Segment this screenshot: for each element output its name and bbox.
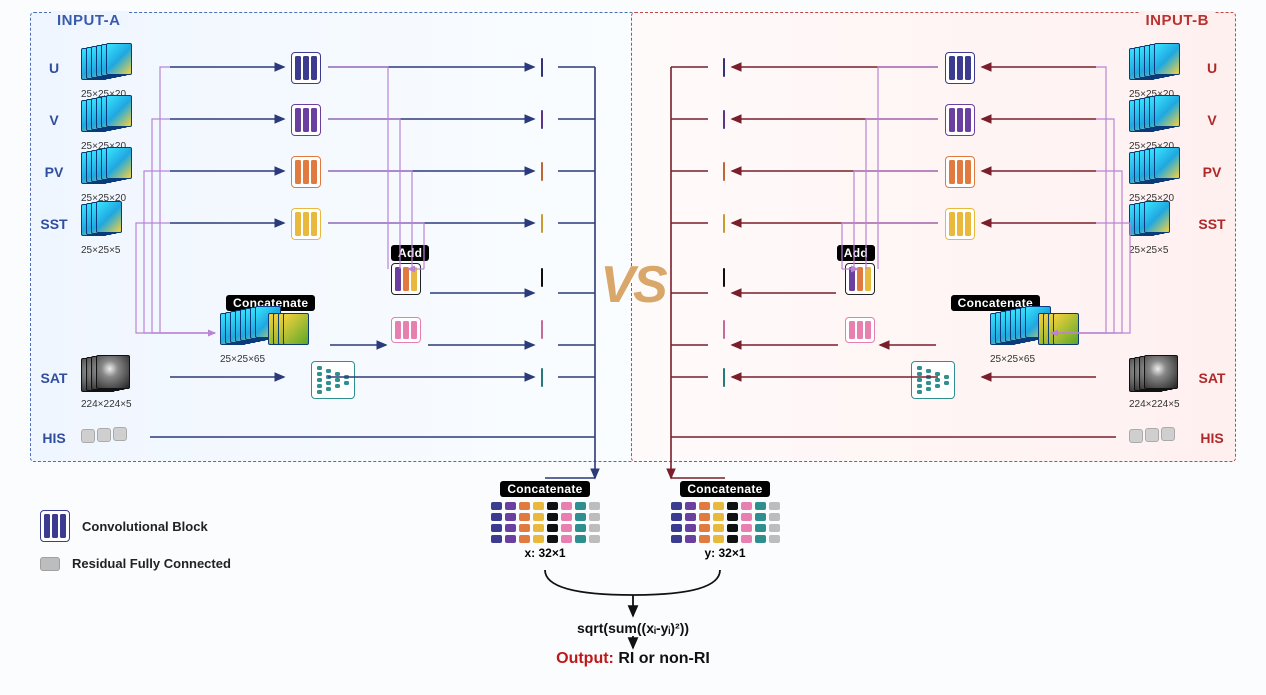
concat-branch-dim: 25×25×65 <box>990 354 1035 365</box>
input-label-v: V <box>1189 112 1235 128</box>
add-label: Add <box>391 245 429 261</box>
dim-sat: 224×224×5 <box>81 399 132 410</box>
legend-fc-label: Residual Fully Connected <box>72 556 231 571</box>
row-v: V25×25×20 <box>31 95 634 145</box>
feat-concat <box>723 320 725 339</box>
output-label: Output: RI or non-RI <box>0 650 1266 668</box>
concat-branch-dim: 25×25×65 <box>220 354 265 365</box>
conv-block-concat <box>845 317 875 343</box>
tensor-icon-v: 25×25×20 <box>1129 100 1185 140</box>
feat-v <box>723 110 725 129</box>
row-sst: SST25×25×5 <box>31 199 634 249</box>
feat-v <box>541 110 543 129</box>
input-label-pv: PV <box>1189 164 1235 180</box>
feat-concat <box>541 320 543 339</box>
input-label-pv: PV <box>31 164 77 180</box>
tensor-icon-sat: 224×224×5 <box>81 358 137 398</box>
add-label: Add <box>837 245 875 261</box>
row-concat-branch: Concatenate25×25×65 <box>31 303 634 353</box>
add-block <box>845 263 875 295</box>
input-label-v: V <box>31 112 77 128</box>
concat-x-label: Concatenate <box>500 481 589 497</box>
feat-sat <box>541 368 543 387</box>
row-concat-branch: Concatenate25×25×65 <box>632 303 1235 353</box>
input-label-sst: SST <box>1189 216 1235 232</box>
row-add: Add <box>632 251 1235 301</box>
conv-block-sst <box>945 208 975 240</box>
conv-block-v <box>945 104 975 136</box>
input-label-u: U <box>31 60 77 76</box>
legend: Convolutional Block Residual Fully Conne… <box>40 510 231 585</box>
y-dim-label: y: 32×1 <box>650 546 800 560</box>
output-prefix: Output: <box>556 650 614 667</box>
concat-y-grid <box>650 502 800 543</box>
concat-y-label: Concatenate <box>680 481 769 497</box>
fc-block-sat <box>911 361 955 399</box>
tensor-icon-his <box>1129 429 1185 447</box>
row-u: U25×25×20 <box>31 43 634 93</box>
legend-conv-icon <box>40 510 70 542</box>
concat-tensor-icon: 25×25×65 <box>220 313 276 353</box>
row-u: U25×25×20 <box>632 43 1235 93</box>
panel-b-title: INPUT-B <box>1140 11 1216 30</box>
feat-u <box>723 58 725 77</box>
dim-sat: 224×224×5 <box>1129 399 1180 410</box>
input-label-sat: SAT <box>1189 370 1235 386</box>
tensor-icon-his <box>81 429 137 447</box>
concat-x: Concatenate x: 32×1 <box>470 480 620 560</box>
tensor-icon-pv: 25×25×20 <box>1129 152 1185 192</box>
feat-add <box>541 268 543 287</box>
concat-x-grid <box>470 502 620 543</box>
feat-pv <box>541 162 543 181</box>
tensor-icon-sst: 25×25×5 <box>81 204 137 244</box>
fc-block-sat <box>311 361 355 399</box>
feat-pv <box>723 162 725 181</box>
feat-u <box>541 58 543 77</box>
tensor-icon-pv: 25×25×20 <box>81 152 137 192</box>
conv-block-u <box>945 52 975 84</box>
formula-label: sqrt(sum((xᵢ-yᵢ)²)) <box>0 620 1266 636</box>
row-sst: SST25×25×5 <box>632 199 1235 249</box>
row-v: V25×25×20 <box>632 95 1235 145</box>
input-label-his: HIS <box>31 430 77 446</box>
conv-block-v <box>291 104 321 136</box>
legend-conv-label: Convolutional Block <box>82 519 208 534</box>
row-sat: SAT224×224×5 <box>632 353 1235 403</box>
panel-input-b: INPUT-B U25×25×20V25×25×20PV25×25×20SST2… <box>631 12 1236 462</box>
add-block <box>391 263 421 295</box>
feat-sst <box>541 214 543 233</box>
conv-block-u <box>291 52 321 84</box>
conv-block-sst <box>291 208 321 240</box>
output-value: RI or non-RI <box>618 650 710 667</box>
input-label-his: HIS <box>1189 430 1235 446</box>
feat-sst <box>723 214 725 233</box>
input-label-sst: SST <box>31 216 77 232</box>
row-pv: PV25×25×20 <box>632 147 1235 197</box>
panel-a-title: INPUT-A <box>51 11 127 30</box>
legend-fc-icon <box>40 557 60 571</box>
tensor-icon-v: 25×25×20 <box>81 100 137 140</box>
tensor-icon-u: 25×25×20 <box>1129 48 1185 88</box>
feat-sat <box>723 368 725 387</box>
row-sat: SAT224×224×5 <box>31 353 634 403</box>
feat-add <box>723 268 725 287</box>
row-pv: PV25×25×20 <box>31 147 634 197</box>
tensor-icon-u: 25×25×20 <box>81 48 137 88</box>
tensor-icon-sat: 224×224×5 <box>1129 358 1185 398</box>
row-add: Add <box>31 251 634 301</box>
x-dim-label: x: 32×1 <box>470 546 620 560</box>
concat-tensor-icon: 25×25×65 <box>990 313 1046 353</box>
panel-input-a: INPUT-A U25×25×20V25×25×20PV25×25×20SST2… <box>30 12 635 462</box>
input-label-sat: SAT <box>31 370 77 386</box>
tensor-icon-sst: 25×25×5 <box>1129 204 1185 244</box>
vs-label: VS <box>600 255 665 315</box>
row-his: HIS <box>632 413 1235 463</box>
concat-y: Concatenate y: 32×1 <box>650 480 800 560</box>
conv-block-pv <box>945 156 975 188</box>
conv-block-concat <box>391 317 421 343</box>
conv-block-pv <box>291 156 321 188</box>
input-label-u: U <box>1189 60 1235 76</box>
row-his: HIS <box>31 413 634 463</box>
